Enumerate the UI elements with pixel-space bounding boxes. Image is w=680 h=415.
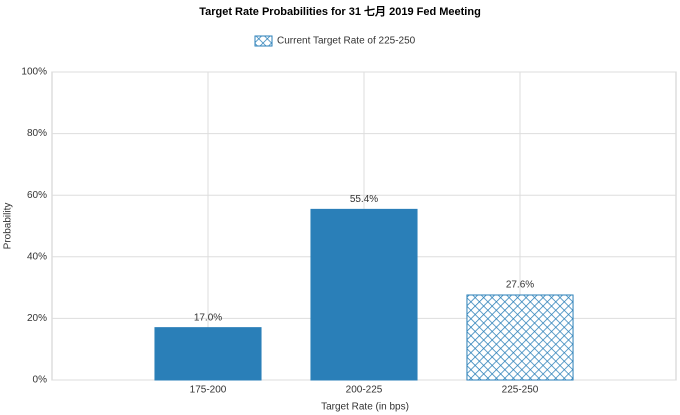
legend-swatch [254,35,273,47]
bar [466,294,574,381]
y-tick-label: 20% [27,313,47,324]
x-axis-label: Target Rate (in bps) [321,402,409,413]
y-tick-label: 40% [27,251,47,262]
value-label: 27.6% [506,280,534,291]
bar [154,327,262,381]
bar [310,208,418,381]
y-tick-label: 60% [27,190,47,201]
value-label: 55.4% [350,194,378,205]
legend-label: Current Target Rate of 225-250 [277,36,416,47]
y-tick-label: 100% [21,67,47,78]
x-tick-label: 225-250 [502,385,539,396]
y-axis-label: Probability [3,203,14,250]
chart-title: Target Rate Probabilities for 31 七月 2019… [199,4,481,18]
x-tick-label: 200-225 [346,385,383,396]
value-label: 17.0% [194,312,222,323]
y-tick-label: 0% [33,375,48,386]
y-tick-label: 80% [27,128,47,139]
x-tick-label: 175-200 [190,385,227,396]
